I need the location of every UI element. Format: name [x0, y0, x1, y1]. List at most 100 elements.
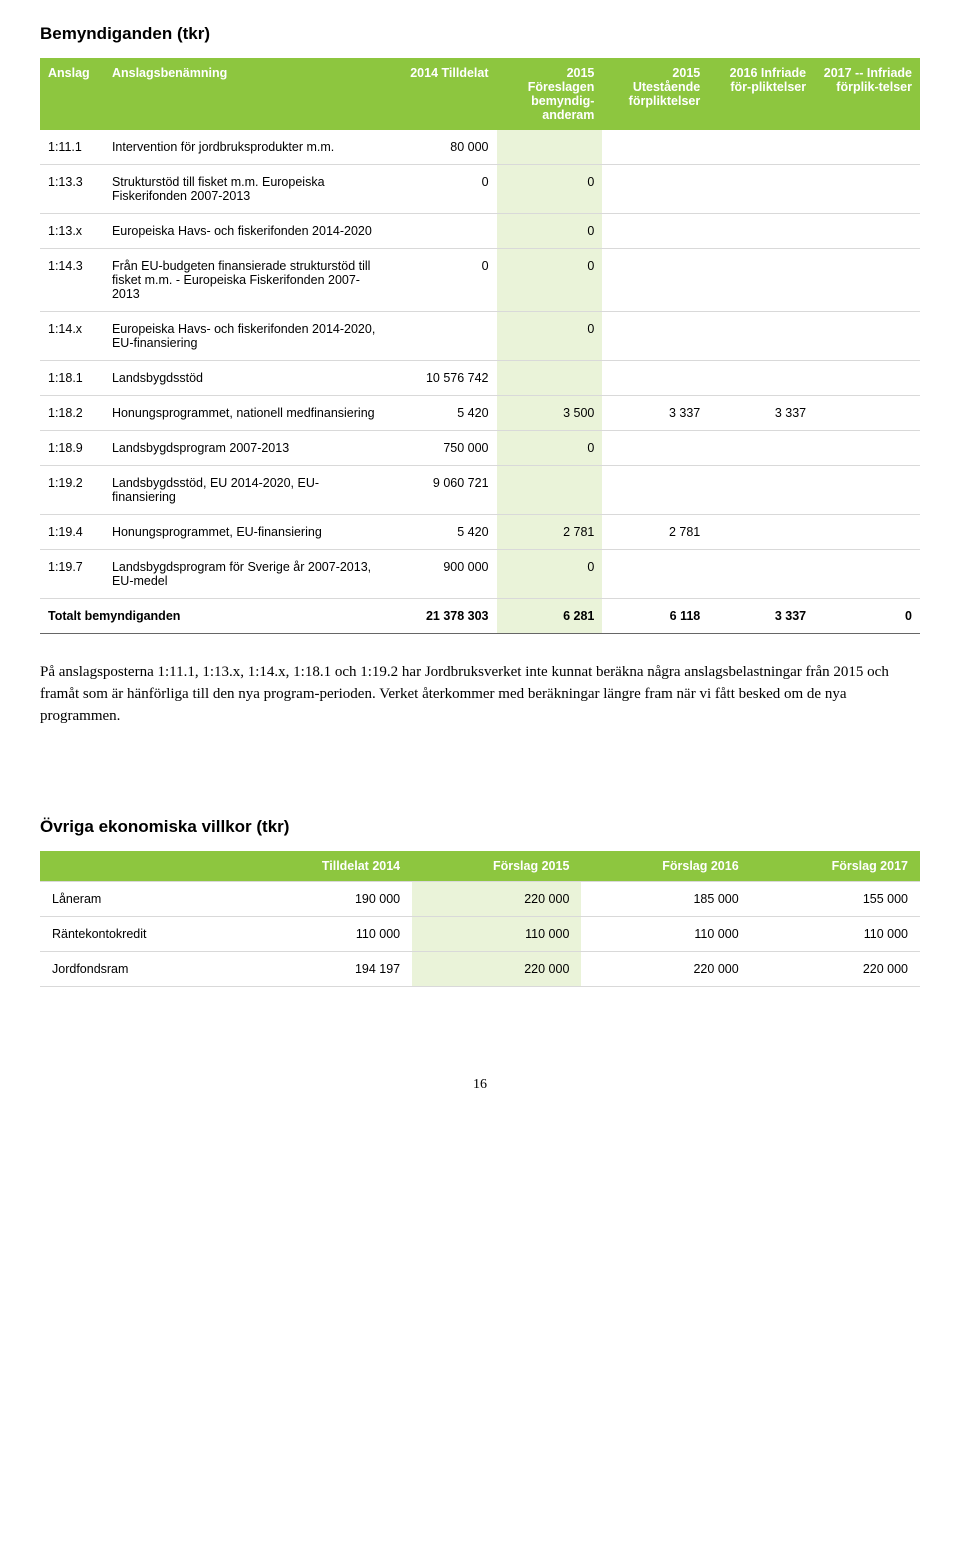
- cell-value: 185 000: [581, 882, 750, 917]
- cell-value: 110 000: [240, 917, 412, 952]
- anslag-name: Strukturstöd till fisket m.m. Europeiska…: [104, 165, 391, 214]
- table-row: 1:18.9Landsbygdsprogram 2007-2013750 000…: [40, 431, 920, 466]
- cell-value: [814, 361, 920, 396]
- totals-value: 21 378 303: [391, 599, 497, 634]
- cell-value: 3 337: [708, 396, 814, 431]
- table-row: 1:14.3Från EU-budgeten finansierade stru…: [40, 249, 920, 312]
- anslag-name: Honungsprogrammet, nationell medfinansie…: [104, 396, 391, 431]
- row-label: Räntekontokredit: [40, 917, 240, 952]
- cell-value: [814, 130, 920, 165]
- cell-value: [814, 550, 920, 599]
- cell-value: [602, 466, 708, 515]
- anslag-name: Landsbygdsstöd, EU 2014-2020, EU-finansi…: [104, 466, 391, 515]
- t1-h4: 2015 Utestående förpliktelser: [602, 58, 708, 130]
- cell-value: [708, 130, 814, 165]
- paragraph: På anslagsposterna 1:11.1, 1:13.x, 1:14.…: [40, 662, 920, 727]
- totals-row: Totalt bemyndiganden21 378 3036 2816 118…: [40, 599, 920, 634]
- table-row: 1:13.3Strukturstöd till fisket m.m. Euro…: [40, 165, 920, 214]
- cell-value: [602, 431, 708, 466]
- cell-value: [708, 165, 814, 214]
- anslag-id: 1:13.x: [40, 214, 104, 249]
- cell-value: [602, 130, 708, 165]
- t1-h6: 2017 -- Infriade förplik-telser: [814, 58, 920, 130]
- anslag-id: 1:19.4: [40, 515, 104, 550]
- totals-value: 0: [814, 599, 920, 634]
- t2-h4: Förslag 2017: [751, 851, 920, 882]
- cell-value: [602, 550, 708, 599]
- cell-value: [497, 361, 603, 396]
- t2-h2: Förslag 2015: [412, 851, 581, 882]
- cell-value: [708, 312, 814, 361]
- cell-value: [708, 249, 814, 312]
- cell-value: 190 000: [240, 882, 412, 917]
- anslag-id: 1:18.1: [40, 361, 104, 396]
- cell-value: [814, 466, 920, 515]
- cell-value: [602, 312, 708, 361]
- cell-value: [708, 550, 814, 599]
- table-row: 1:18.1Landsbygdsstöd10 576 742: [40, 361, 920, 396]
- cell-value: 220 000: [412, 952, 581, 987]
- anslag-id: 1:13.3: [40, 165, 104, 214]
- totals-value: 6 118: [602, 599, 708, 634]
- table-row: 1:11.1Intervention för jordbruksprodukte…: [40, 130, 920, 165]
- cell-value: 0: [391, 249, 497, 312]
- anslag-id: 1:18.2: [40, 396, 104, 431]
- anslag-id: 1:18.9: [40, 431, 104, 466]
- cell-value: [602, 361, 708, 396]
- table1: Anslag Anslagsbenämning 2014 Tilldelat 2…: [40, 58, 920, 634]
- cell-value: 900 000: [391, 550, 497, 599]
- cell-value: 0: [497, 249, 603, 312]
- t1-h3: 2015 Föreslagen bemyndig-anderam: [497, 58, 603, 130]
- table-row: Jordfondsram194 197220 000220 000220 000: [40, 952, 920, 987]
- table-row: 1:13.xEuropeiska Havs- och fiskerifonden…: [40, 214, 920, 249]
- cell-value: [602, 249, 708, 312]
- table-row: Låneram190 000220 000185 000155 000: [40, 882, 920, 917]
- anslag-id: 1:19.7: [40, 550, 104, 599]
- cell-value: 0: [497, 214, 603, 249]
- anslag-name: Intervention för jordbruksprodukter m.m.: [104, 130, 391, 165]
- cell-value: [814, 396, 920, 431]
- anslag-name: Landsbygdsstöd: [104, 361, 391, 396]
- cell-value: [814, 312, 920, 361]
- totals-value: 6 281: [497, 599, 603, 634]
- cell-value: 0: [497, 431, 603, 466]
- table-row: 1:19.2Landsbygdsstöd, EU 2014-2020, EU-f…: [40, 466, 920, 515]
- cell-value: 10 576 742: [391, 361, 497, 396]
- cell-value: 2 781: [602, 515, 708, 550]
- table1-title: Bemyndiganden (tkr): [40, 24, 920, 44]
- cell-value: [391, 312, 497, 361]
- cell-value: [497, 466, 603, 515]
- cell-value: 220 000: [412, 882, 581, 917]
- anslag-name: Europeiska Havs- och fiskerifonden 2014-…: [104, 214, 391, 249]
- cell-value: 80 000: [391, 130, 497, 165]
- anslag-id: 1:14.x: [40, 312, 104, 361]
- cell-value: [814, 165, 920, 214]
- row-label: Låneram: [40, 882, 240, 917]
- anslag-id: 1:11.1: [40, 130, 104, 165]
- cell-value: 155 000: [751, 882, 920, 917]
- table2: Tilldelat 2014 Förslag 2015 Förslag 2016…: [40, 851, 920, 987]
- anslag-name: Honungsprogrammet, EU-finansiering: [104, 515, 391, 550]
- cell-value: [708, 431, 814, 466]
- cell-value: 110 000: [751, 917, 920, 952]
- anslag-name: Landsbygdsprogram för Sverige år 2007-20…: [104, 550, 391, 599]
- anslag-id: 1:19.2: [40, 466, 104, 515]
- cell-value: [814, 249, 920, 312]
- t1-h0: Anslag: [40, 58, 104, 130]
- cell-value: 750 000: [391, 431, 497, 466]
- table-row: 1:19.7Landsbygdsprogram för Sverige år 2…: [40, 550, 920, 599]
- cell-value: [814, 431, 920, 466]
- cell-value: [497, 130, 603, 165]
- anslag-name: Landsbygdsprogram 2007-2013: [104, 431, 391, 466]
- cell-value: 5 420: [391, 515, 497, 550]
- cell-value: 0: [497, 312, 603, 361]
- cell-value: [602, 214, 708, 249]
- cell-value: 110 000: [412, 917, 581, 952]
- cell-value: 3 500: [497, 396, 603, 431]
- t1-h5: 2016 Infriade för-pliktelser: [708, 58, 814, 130]
- cell-value: 0: [391, 165, 497, 214]
- cell-value: 2 781: [497, 515, 603, 550]
- cell-value: 0: [497, 165, 603, 214]
- cell-value: [814, 515, 920, 550]
- cell-value: 5 420: [391, 396, 497, 431]
